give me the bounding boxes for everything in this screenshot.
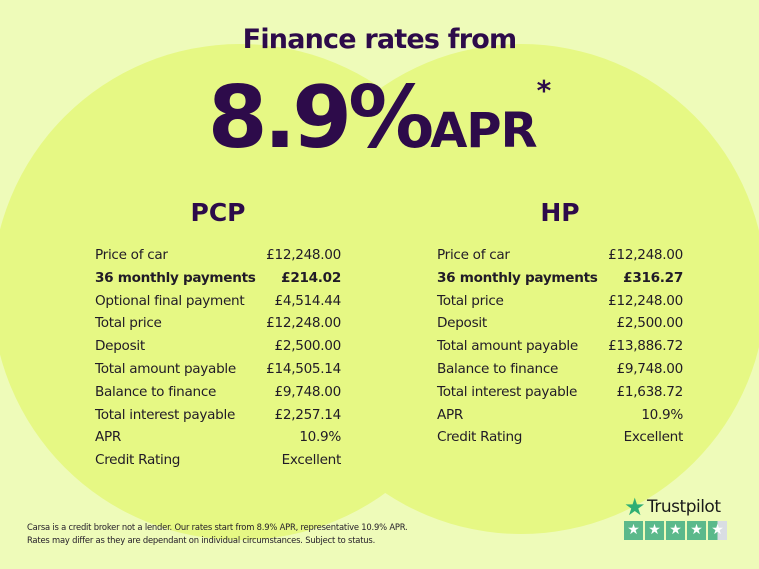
table-row: Total price £12,248.00 xyxy=(95,312,341,335)
row-value: £12,248.00 xyxy=(608,247,683,263)
row-label: 36 monthly payments xyxy=(95,269,256,286)
trustpilot-badge[interactable]: ★ Trustpilot ★ ★ ★ ★ ★ xyxy=(624,493,727,540)
table-row: 36 monthly payments £214.02 xyxy=(95,267,341,290)
disclaimer-line-1: Carsa is a credit broker not a lender. O… xyxy=(27,522,408,532)
row-label: APR xyxy=(437,406,464,423)
row-value: £2,500.00 xyxy=(274,338,342,355)
row-value: 10.9% xyxy=(641,406,683,423)
table-row: Optional final payment £4,514.44 xyxy=(95,290,341,313)
row-label: Price of car xyxy=(437,247,510,263)
asterisk: * xyxy=(536,74,552,107)
background-circle-right xyxy=(276,44,759,534)
rating-star-icon: ★ xyxy=(666,521,685,540)
row-label: Price of car xyxy=(95,247,168,263)
table-row: Balance to finance £9,748.00 xyxy=(437,358,683,381)
table-row: APR 10.9% xyxy=(95,426,341,449)
apr-label: APR xyxy=(430,103,537,159)
row-value: £1,638.72 xyxy=(616,383,684,400)
row-value: 10.9% xyxy=(299,429,341,446)
row-label: APR xyxy=(95,429,122,446)
rating-star-icon: ★ xyxy=(687,521,706,540)
row-label: Deposit xyxy=(437,315,487,332)
hp-table: HP Price of car £12,248.00 36 monthly paym… xyxy=(437,196,683,449)
rating-star-icon: ★ xyxy=(645,521,664,540)
row-value: £13,886.72 xyxy=(608,338,683,355)
row-label: Total interest payable xyxy=(437,383,578,400)
row-label: Total amount payable xyxy=(95,360,236,377)
pcp-heading: PCP xyxy=(190,198,246,227)
row-label: Optional final payment xyxy=(95,292,245,309)
table-row: APR 10.9% xyxy=(437,404,683,427)
trustpilot-rating: ★ ★ ★ ★ ★ xyxy=(624,521,727,540)
row-value: £9,748.00 xyxy=(616,360,684,377)
table-row: Price of car £12,248.00 xyxy=(437,244,683,267)
row-label: Credit Rating xyxy=(95,452,181,469)
row-label: Total price xyxy=(437,292,504,309)
disclaimer: Carsa is a credit broker not a lender. O… xyxy=(27,521,408,546)
row-value: £214.02 xyxy=(281,269,341,286)
table-row: Total interest payable £1,638.72 xyxy=(437,381,683,404)
table-row: Deposit £2,500.00 xyxy=(437,312,683,335)
row-label: Credit Rating xyxy=(437,429,523,446)
headline-rate: 8.9%APR* xyxy=(0,68,759,168)
star-icon: ★ xyxy=(624,493,646,521)
table-row: Total amount payable £14,505.14 xyxy=(95,358,341,381)
row-value: Excellent xyxy=(623,429,684,446)
row-value: £4,514.44 xyxy=(274,292,342,309)
row-label: Balance to finance xyxy=(95,383,217,400)
disclaimer-line-2: Rates may differ as they are dependant o… xyxy=(27,534,376,545)
table-row: Price of car £12,248.00 xyxy=(95,244,341,267)
rating-star-icon: ★ xyxy=(624,521,643,540)
table-row: Total price £12,248.00 xyxy=(437,290,683,313)
row-label: Total price xyxy=(95,315,162,332)
rate-value: 8.9% xyxy=(207,68,435,168)
table-row: Deposit £2,500.00 xyxy=(95,335,341,358)
row-label: Deposit xyxy=(95,338,145,355)
table-row: 36 monthly payments £316.27 xyxy=(437,267,683,290)
row-value: £9,748.00 xyxy=(274,383,342,400)
table-row: Total amount payable £13,886.72 xyxy=(437,335,683,358)
hp-heading: HP xyxy=(540,198,580,227)
row-value: Excellent xyxy=(281,452,342,469)
row-value: £12,248.00 xyxy=(608,292,683,309)
table-row: Balance to finance £9,748.00 xyxy=(95,381,341,404)
pcp-table: PCP Price of car £12,248.00 36 monthly pay… xyxy=(95,196,341,472)
row-value: £2,500.00 xyxy=(616,315,684,332)
trustpilot-name: Trustpilot xyxy=(647,497,721,517)
row-value: £14,505.14 xyxy=(266,360,341,377)
row-value: £2,257.14 xyxy=(274,406,342,423)
table-row: Credit Rating Excellent xyxy=(437,426,683,449)
row-label: Total interest payable xyxy=(95,406,236,423)
row-label: Total amount payable xyxy=(437,338,578,355)
rating-star-icon: ★ xyxy=(708,521,727,540)
headline: Finance rates from xyxy=(242,24,517,55)
row-value: £316.27 xyxy=(623,269,683,286)
row-value: £12,248.00 xyxy=(266,247,341,263)
row-label: Balance to finance xyxy=(437,360,559,377)
row-value: £12,248.00 xyxy=(266,315,341,332)
table-row: Total interest payable £2,257.14 xyxy=(95,404,341,427)
table-row: Credit Rating Excellent xyxy=(95,449,341,472)
row-label: 36 monthly payments xyxy=(437,269,598,286)
